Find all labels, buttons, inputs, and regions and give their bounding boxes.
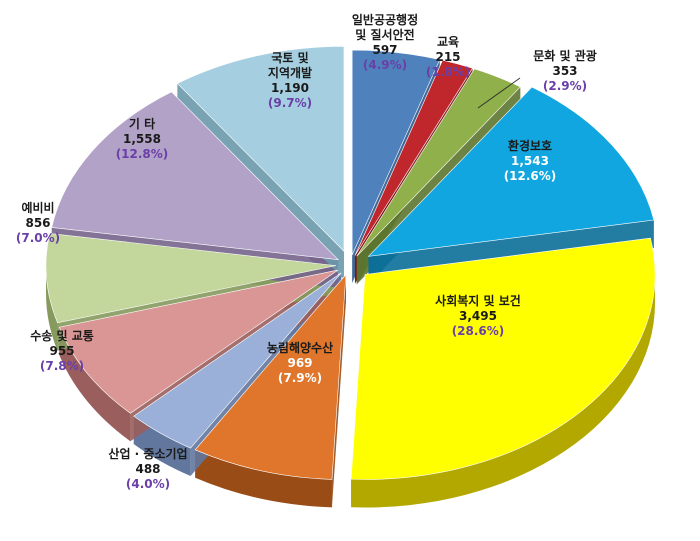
slice-value: 353 bbox=[552, 64, 577, 78]
slice-percent: (4.0%) bbox=[126, 477, 170, 491]
slice-percent: (1.8%) bbox=[426, 65, 470, 79]
slice-label: 예비비 bbox=[21, 200, 54, 215]
pie-tops bbox=[45, 45, 656, 480]
pie-slice-side bbox=[59, 327, 131, 442]
pie-slice bbox=[194, 273, 347, 480]
slice-percent: (7.0%) bbox=[16, 231, 60, 245]
slice-label: 지역개발 bbox=[268, 65, 312, 80]
slice-percent: (28.6%) bbox=[452, 324, 505, 338]
slice-value: 3,495 bbox=[459, 309, 497, 323]
slice-label: 수송 및 교통 bbox=[30, 328, 94, 343]
pie-slice bbox=[367, 86, 655, 257]
slice-value: 215 bbox=[435, 50, 460, 64]
pie-slice bbox=[354, 59, 474, 256]
pie-slice bbox=[356, 68, 521, 257]
pie-slice bbox=[51, 91, 339, 261]
slice-percent: (7.8%) bbox=[40, 359, 84, 373]
slice-value: 1,543 bbox=[511, 154, 549, 168]
slice-percent: (9.7%) bbox=[268, 96, 312, 110]
slice-label: 농림해양수산 bbox=[267, 340, 333, 355]
slice-label: 및 질서안전 bbox=[355, 27, 414, 42]
pie-slice bbox=[58, 269, 339, 414]
pie-slice-side bbox=[195, 449, 332, 508]
slice-label: 산업 · 중소기업 bbox=[108, 446, 187, 461]
slice-label-group: 사회복지 및 보건3,495(28.6%) bbox=[435, 293, 521, 338]
slice-percent: (12.8%) bbox=[116, 147, 169, 161]
pie-slice bbox=[176, 45, 345, 252]
slice-value: 955 bbox=[49, 344, 74, 358]
slice-value: 597 bbox=[372, 43, 397, 57]
slice-label: 일반공공행정 bbox=[352, 12, 418, 27]
slice-label: 교육 bbox=[437, 34, 459, 49]
pie-slice bbox=[350, 237, 656, 480]
slice-label: 기 타 bbox=[129, 116, 155, 131]
slice-value: 969 bbox=[287, 356, 312, 370]
slice-percent: (12.6%) bbox=[504, 169, 557, 183]
slice-percent: (4.9%) bbox=[363, 58, 407, 72]
slice-label: 문화 및 관광 bbox=[533, 48, 597, 63]
slice-label-group: 기 타1,558(12.8%) bbox=[116, 116, 169, 161]
pie-slice bbox=[351, 49, 441, 256]
pie-slice-edge bbox=[331, 274, 346, 508]
pie-slice bbox=[133, 272, 342, 449]
pie-slice-side bbox=[46, 265, 58, 351]
pie-slice bbox=[45, 233, 337, 324]
slice-value: 488 bbox=[135, 462, 160, 476]
slice-value: 1,558 bbox=[123, 132, 161, 146]
slice-value: 1,190 bbox=[271, 81, 309, 95]
slice-value: 856 bbox=[25, 216, 50, 230]
label-leader-line bbox=[477, 77, 521, 109]
pie-slice-side bbox=[351, 274, 656, 508]
slice-percent: (7.9%) bbox=[278, 371, 322, 385]
slice-percent: (2.9%) bbox=[543, 79, 587, 93]
slice-label: 환경보호 bbox=[508, 138, 552, 153]
slice-label: 사회복지 및 보건 bbox=[435, 293, 521, 308]
slice-label: 국토 및 bbox=[271, 50, 308, 65]
